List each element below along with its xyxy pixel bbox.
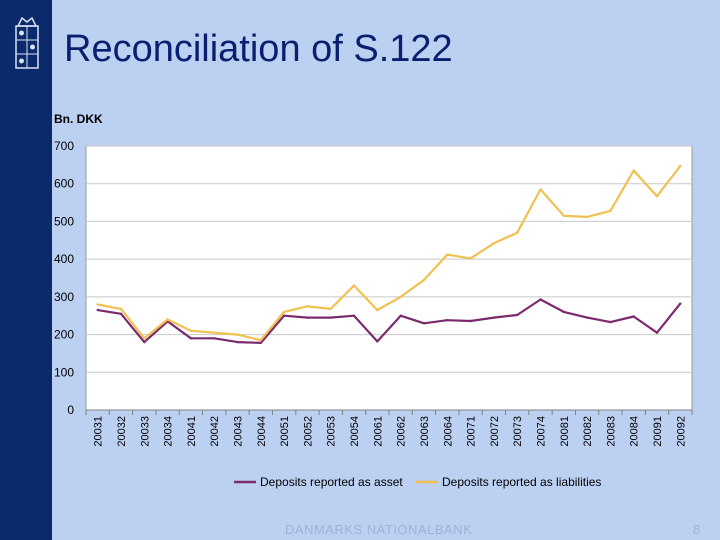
x-tick-label: 20043	[233, 416, 245, 447]
data-point	[352, 314, 356, 317]
data-point	[655, 194, 659, 198]
y-tick-label: 400	[54, 252, 74, 266]
data-point	[446, 253, 449, 256]
data-point	[259, 339, 263, 342]
page-number: 8	[693, 522, 701, 537]
data-point	[585, 215, 589, 219]
data-point	[143, 337, 146, 340]
x-tick-label: 20091	[652, 416, 664, 447]
sidebar	[0, 0, 52, 540]
x-tick-label: 20074	[536, 416, 548, 447]
data-point	[422, 322, 426, 325]
x-tick-label: 20031	[93, 416, 105, 447]
data-point	[329, 316, 332, 319]
data-point	[306, 305, 309, 308]
data-point	[539, 188, 542, 191]
legend-label: Deposits reported as liabilities	[442, 475, 601, 489]
data-point	[539, 298, 542, 301]
x-tick-label: 20063	[419, 416, 431, 447]
x-tick-label: 20082	[582, 416, 594, 447]
data-point	[119, 307, 123, 311]
x-tick-label: 20062	[396, 416, 408, 447]
data-point	[212, 337, 216, 340]
data-point	[236, 333, 239, 336]
data-point	[119, 312, 123, 316]
x-tick-label: 20083	[605, 416, 617, 447]
x-tick-label: 20061	[372, 416, 384, 447]
series-line-asset	[97, 298, 682, 344]
data-point	[679, 302, 682, 305]
x-tick-label: 20081	[559, 416, 571, 447]
data-point	[492, 316, 496, 319]
plot-area	[85, 145, 693, 411]
data-point	[632, 315, 635, 318]
x-tick-label: 20042	[209, 416, 221, 447]
data-point	[609, 209, 612, 213]
data-point	[399, 295, 402, 299]
data-point	[422, 278, 426, 282]
x-tick-label: 20073	[512, 416, 524, 447]
data-point	[446, 319, 449, 322]
crest-logo	[15, 16, 39, 69]
data-point	[399, 314, 402, 317]
data-point	[189, 329, 193, 332]
x-tick-label: 20032	[116, 416, 128, 447]
data-point	[376, 340, 379, 343]
data-point	[655, 331, 659, 334]
y-tick-label: 700	[54, 139, 74, 153]
data-point	[376, 308, 379, 312]
footer-text: DANMARKS NATIONALBANK	[285, 522, 473, 537]
x-tick-label: 20053	[326, 416, 338, 447]
line-chart: 0 100 200 300 400 500 600 700 20031 20032 20033 200…	[54, 139, 693, 489]
x-tick-label: 20072	[489, 416, 501, 447]
x-tick-label: 20052	[302, 416, 314, 447]
page-title: Reconciliation of S.122	[64, 28, 453, 70]
data-point	[306, 316, 309, 319]
data-point	[352, 284, 356, 287]
data-point	[282, 310, 286, 314]
data-point	[212, 331, 216, 334]
x-tick-label: 20054	[349, 416, 361, 447]
data-point	[562, 214, 566, 217]
y-axis-label: Bn. DKK	[54, 112, 103, 126]
data-point	[282, 314, 286, 317]
y-tick-label: 100	[54, 365, 74, 379]
legend-label: Deposits reported as asset	[260, 475, 403, 489]
x-tick-label: 20064	[442, 416, 454, 447]
data-point	[259, 341, 263, 345]
y-tick-label: 200	[54, 328, 74, 342]
x-tick-label: 20084	[629, 416, 641, 447]
y-tick-label: 300	[54, 290, 74, 304]
y-tick-label: 0	[67, 403, 74, 417]
data-point	[469, 319, 472, 323]
data-point	[515, 231, 519, 234]
data-point	[632, 169, 635, 172]
y-tick-label: 500	[54, 214, 74, 228]
data-point	[469, 257, 472, 260]
data-point	[679, 164, 682, 168]
x-tick-label: 20071	[466, 416, 478, 447]
data-point	[96, 308, 99, 312]
data-point	[236, 340, 239, 344]
data-point	[143, 340, 146, 344]
data-point	[562, 310, 566, 314]
x-tick-label: 20041	[186, 416, 198, 447]
x-tick-label: 20033	[139, 416, 151, 447]
x-tick-label: 20092	[675, 416, 687, 447]
data-point	[189, 337, 193, 340]
x-tick-label: 20034	[163, 416, 175, 447]
data-point	[609, 320, 612, 324]
data-point	[585, 316, 589, 319]
x-tick-label: 20051	[279, 416, 291, 447]
series-line-liabilities	[97, 165, 682, 342]
x-tick-label: 20044	[256, 416, 268, 447]
data-point	[329, 307, 332, 311]
data-point	[166, 318, 169, 321]
data-point	[515, 313, 519, 317]
data-point	[492, 242, 496, 245]
data-point	[96, 303, 99, 306]
y-tick-label: 600	[54, 177, 74, 191]
